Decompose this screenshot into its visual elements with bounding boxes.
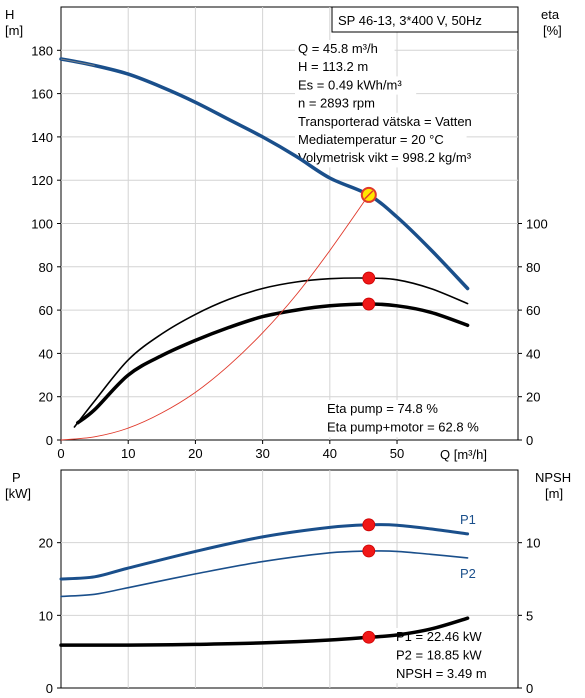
p-tick-label: 20 [39,536,53,551]
y-left-tick-label: 100 [31,217,53,232]
bottom-series-p1 [59,523,470,581]
duty-info-block: Q = 45.8 m³/h H = 113.2 m Es = 0.49 kWh/m³… [295,40,517,168]
top-right-axis-label-line-1: eta [541,7,560,22]
efficiency-info-line-bg [324,400,453,419]
duty-info-line-bg [295,131,467,150]
head-efficiency-panel: 0 10 20 30 40 50 0 20 40 60 80 100 120 140 160 180 0 20 40… [5,6,562,462]
y-left-tick-label: 120 [31,173,53,188]
y-right-tick-label: 100 [526,217,548,232]
series-label-p1: P1 [460,512,476,527]
bottom-series [59,523,470,647]
y-left-tick-label: 60 [39,303,53,318]
y-left-tick-label: 20 [39,390,53,405]
duty-info-line: Mediatemperatur = 20 °C [298,132,444,147]
y-left-tick-label: 140 [31,130,53,145]
y-left-tick-label: 0 [46,433,53,448]
top-left-axis-label-line-2: [m] [5,23,23,38]
duty-info-line-bg [295,76,417,95]
x-tick-label: 20 [188,446,202,461]
bottom-left-axis-label: P [kW] [5,470,31,501]
bottom-left-axis-label-line-2: [kW] [5,486,31,501]
top-series-eta-pump [73,277,469,428]
bottom-right-axis-label-line-2: [m] [545,486,563,501]
top-right-axis-label-line-2: [%] [543,23,562,38]
top-series-eta-total [76,302,470,425]
duty-info-line: H = 113.2 m [298,59,368,74]
bottom-operating-point-marker [362,518,376,532]
duty-info-line-bg [295,94,388,113]
y-left-tick-label: 160 [31,87,53,102]
x-tick-label: 40 [323,446,337,461]
top-duty-point-slash [364,190,374,200]
duty-info-line-bg [295,112,510,131]
power-info-line: P2 = 18.85 kW [396,647,482,662]
x-tick-label: 0 [57,446,64,461]
top-operating-point-marker [362,271,376,285]
bottom-markers [362,518,376,644]
duty-info-line: Q = 45.8 m³/h [298,41,378,56]
duty-info-line: Es = 0.49 kWh/m³ [298,77,402,92]
y-right-tick-label: 60 [526,303,540,318]
top-left-axis-label-line-1: H [5,7,14,22]
top-operating-point-marker [362,297,376,311]
y-right-tick-label: 20 [526,390,540,405]
duty-info-line: Volymetrisk vikt = 998.2 kg/m³ [298,150,472,165]
bottom-series-labels: P1 P2 [460,512,476,581]
top-series [59,57,470,441]
x-tick-label: 30 [255,446,269,461]
y-right-tick-label: 0 [526,433,533,448]
x-tick-label: 50 [390,446,404,461]
duty-info-line-bg [295,40,395,59]
bottom-grid [61,470,518,688]
top-left-axis-label: H [m] [5,7,23,38]
series-label-p2: P2 [460,566,476,581]
bottom-right-axis-label-line-1: NPSH [535,470,571,485]
y-left-tick-label: 180 [31,43,53,58]
duty-info-line-bg [295,149,517,168]
p-tick-label: 10 [39,608,53,623]
power-info-line: NPSH = 3.49 m [396,666,487,681]
bottom-ticks: 0 10 20 0 5 10 [39,536,541,696]
top-series-extension [60,58,95,66]
p-tick-label: 0 [46,681,53,696]
power-info-line-bg [393,664,493,684]
chart-title: SP 46-13, 3*400 V, 50Hz [338,13,482,28]
bottom-left-axis-label-line-1: P [12,470,21,485]
top-markers [360,186,377,311]
y-right-tick-label: 80 [526,260,540,275]
top-series-system [60,194,370,441]
y-right-tick-label: 40 [526,346,540,361]
bottom-operating-point-marker [362,544,376,558]
top-series-h [59,57,470,291]
bottom-right-axis-label: NPSH [m] [535,470,571,501]
duty-info-line: Transporterad vätska = Vatten [298,114,472,129]
duty-info-line-bg [295,58,381,77]
bottom-series-npsh [59,616,470,647]
top-right-axis-label: eta [%] [541,7,562,38]
npsh-tick-label: 0 [526,681,533,696]
y-left-tick-label: 40 [39,346,53,361]
y-left-tick-label: 80 [39,260,53,275]
bottom-series-p2 [60,550,469,598]
x-axis-label: Q [m³/h] [440,447,487,462]
efficiency-info-line: Eta pump = 74.8 % [327,401,438,416]
power-info-block: P1 = 22.46 kW P2 = 18.85 kW NPSH = 3.49 m [393,628,493,684]
bottom-operating-point-marker [362,630,376,644]
npsh-tick-label: 5 [526,608,533,623]
efficiency-info-line: Eta pump+motor = 62.8 % [327,420,479,435]
efficiency-info-block: Eta pump = 74.8 % Eta pump+motor = 62.8 % [324,400,496,438]
npsh-tick-label: 10 [526,536,540,551]
top-ticks: 0 10 20 30 40 50 0 20 40 60 80 100 120 140 160 180 0 20 40… [31,43,547,461]
power-npsh-panel: 0 10 20 0 5 10 P [kW] NPSH [m] P1 = 22.46 kW P2 … [5,469,571,696]
x-tick-label: 10 [121,446,135,461]
efficiency-info-line-bg [324,418,496,438]
power-info-line-bg [393,646,493,665]
duty-info-line: n = 2893 rpm [298,96,375,111]
chart-title-box [331,6,519,33]
power-info-line: P1 = 22.46 kW [396,629,482,644]
